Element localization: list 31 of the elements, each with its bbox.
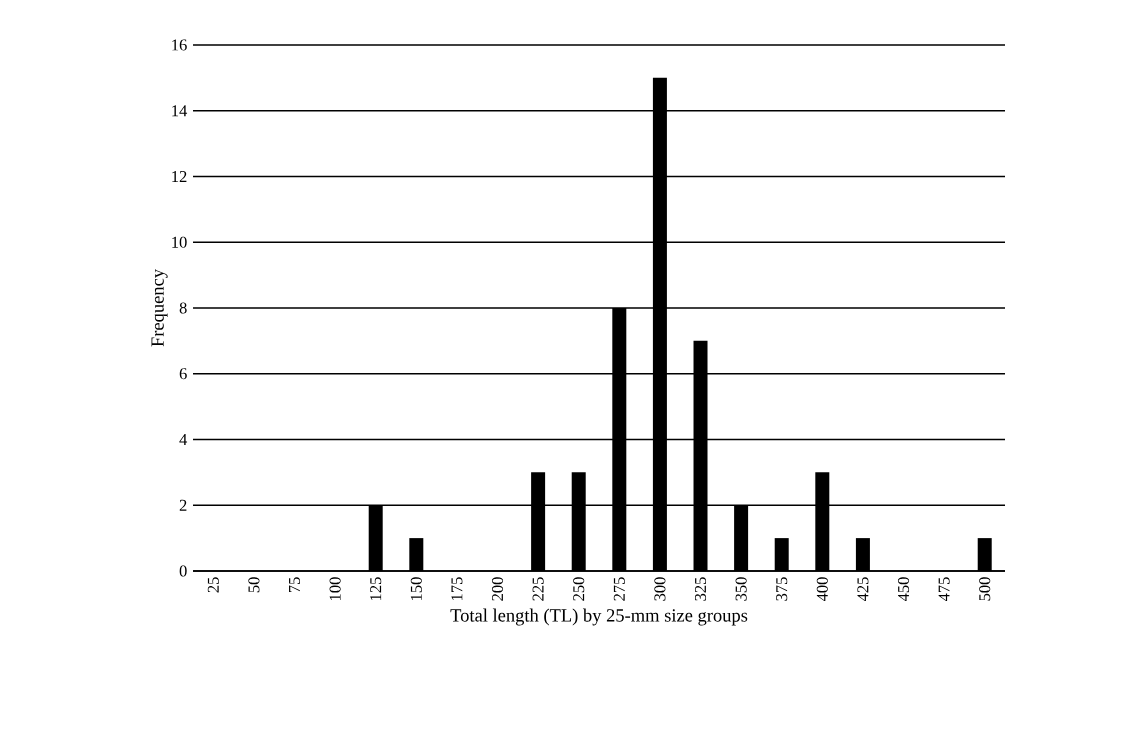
x-tick-label: 100: [329, 577, 341, 600]
x-tick-label: 450: [897, 577, 910, 602]
x-tick-label: 400: [816, 577, 828, 602]
y-tick-label: 2: [179, 499, 187, 511]
x-tick-label: 75: [289, 577, 300, 593]
y-tick-label: 8: [179, 302, 187, 314]
x-tick-label: 250: [573, 577, 585, 601]
x-tick-label: 25: [207, 577, 219, 593]
y-tick-label: 12: [172, 171, 187, 182]
x-tick-label: 475: [938, 577, 950, 602]
x-tick-label: 225: [532, 577, 544, 601]
x-axis-title: Total length (TL) by 25-mm size groups: [450, 608, 748, 626]
y-tick-label: 0: [179, 565, 187, 577]
y-tick-label: 4: [179, 434, 188, 445]
y-axis-title: Frequency: [151, 269, 168, 347]
y-tick-label: 10: [172, 236, 187, 248]
x-tick-label: 200: [491, 577, 504, 601]
x-tick-label: 350: [735, 577, 747, 601]
y-tick-label: 16: [172, 39, 187, 51]
x-tick-label: 325: [694, 577, 707, 601]
x-tick-label: 150: [410, 577, 422, 600]
y-tick-label: 6: [179, 368, 187, 380]
x-tick-label: 50: [248, 577, 260, 593]
x-tick-label: 125: [370, 577, 382, 600]
x-tick-label: 275: [613, 577, 625, 601]
x-tick-label: 300: [654, 577, 666, 601]
x-tick-label: 375: [776, 577, 788, 601]
x-tick-label: 425: [857, 577, 869, 602]
x-tick-label: 500: [979, 577, 991, 601]
y-tick-label: 14: [172, 105, 188, 117]
x-tick-label: 175: [451, 577, 463, 600]
